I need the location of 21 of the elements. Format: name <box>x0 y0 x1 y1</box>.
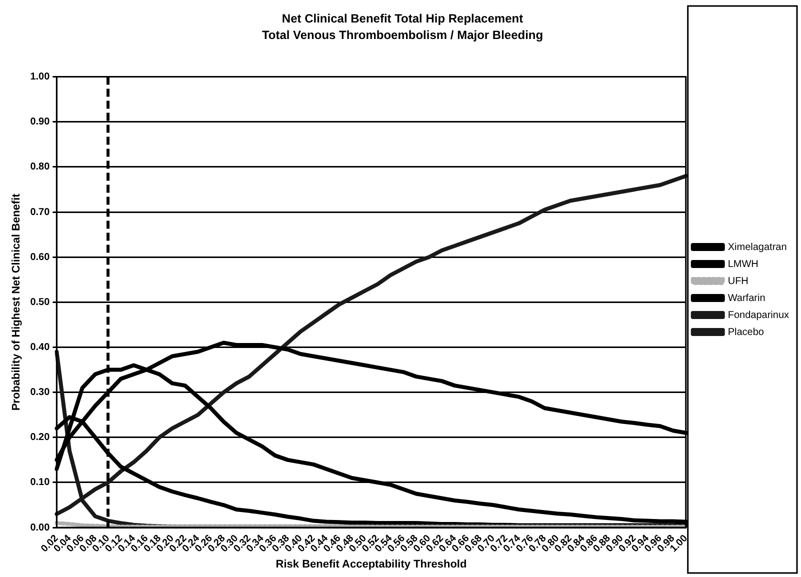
legend-label: UFH <box>728 276 748 287</box>
legend-label: Ximelagatran <box>728 242 787 253</box>
legend-label: LMWH <box>728 258 758 270</box>
legend-label: Placebo <box>728 326 764 338</box>
y-tick-label: 0.20 <box>30 432 50 444</box>
legend-label: Fondaparinux <box>728 310 790 321</box>
y-tick-label: 1.00 <box>30 72 50 83</box>
y-tick-label: 0.50 <box>30 296 50 308</box>
y-tick-label: 0.90 <box>30 116 50 128</box>
y-tick-label: 0.80 <box>30 162 50 173</box>
legend-label: Warfarin <box>728 292 766 304</box>
y-axis-title: Probability of Highest Net Clinical Benefit <box>10 193 23 411</box>
chart-title: Net Clinical Benefit Total Hip Replacement <box>282 12 524 26</box>
y-tick-label: 0.40 <box>30 342 50 353</box>
y-tick-label: 0.30 <box>30 387 50 398</box>
y-tick-label: 0.70 <box>30 206 50 218</box>
y-tick-label: 0.00 <box>30 522 50 534</box>
x-axis-title: Risk Benefit Acceptability Threshold <box>276 558 467 570</box>
y-tick-label: 0.10 <box>30 477 50 488</box>
chart-subtitle: Total Venous Thromboembolism / Major Bleeding <box>262 28 544 42</box>
y-tick-label: 0.60 <box>30 252 50 263</box>
